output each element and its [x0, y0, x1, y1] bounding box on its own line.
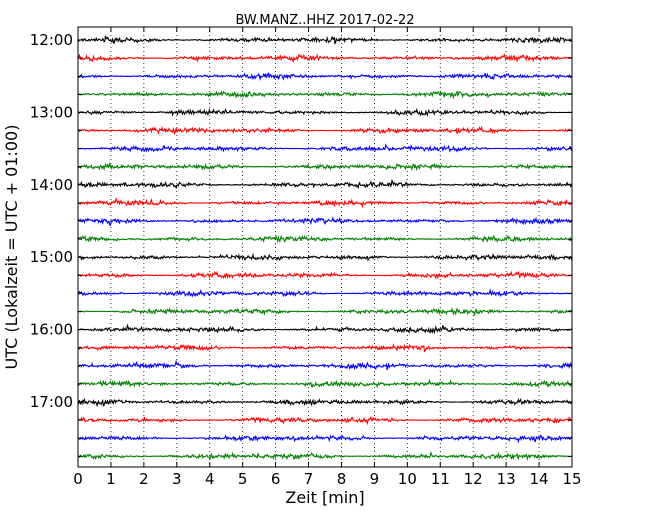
x-tick-label: 1: [106, 470, 116, 488]
x-axis-label: Zeit [min]: [285, 488, 364, 507]
x-tick-label: 8: [337, 470, 347, 488]
trace-1715: [77, 416, 573, 426]
trace-1330: [77, 143, 573, 153]
trace-1630: [77, 359, 573, 371]
seismogram-traces: [77, 35, 573, 461]
trace-1400: [77, 178, 573, 190]
trace-1545: [78, 307, 573, 317]
x-tick-label: 10: [398, 470, 417, 488]
trace-1515: [77, 270, 573, 280]
plot-frame: [77, 26, 573, 468]
y-axis-ticks: 12:00 13:00 14:00 15:00 16:00 17:00: [30, 31, 572, 457]
trace-1215: [77, 53, 572, 63]
grid-lines: [110, 27, 540, 467]
chart-title: BW.MANZ..HHZ 2017-02-22: [235, 13, 414, 28]
y-axis-label: UTC (Lokalzeit = UTC + 01:00): [2, 125, 21, 370]
trace-1430: [77, 216, 573, 226]
x-tick-label: 2: [139, 470, 149, 488]
trace-1600: [77, 323, 573, 335]
trace-1345: [77, 161, 573, 172]
y-tick-label: 13:00: [30, 103, 73, 121]
trace-1300: [77, 107, 573, 117]
trace-1245: [77, 89, 573, 100]
x-tick-label: 3: [172, 470, 182, 488]
x-tick-label: 12: [464, 470, 483, 488]
x-tick-label: 7: [304, 470, 314, 488]
x-tick-label: 14: [530, 470, 549, 488]
y-tick-label: 12:00: [30, 31, 73, 49]
trace-1415: [77, 197, 573, 209]
x-tick-label: 4: [205, 470, 215, 488]
trace-1615: [77, 343, 573, 353]
plot-area: [78, 27, 572, 467]
x-tick-label: 15: [562, 470, 581, 488]
y-tick-label: 14:00: [30, 176, 73, 194]
trace-1315: [77, 125, 573, 136]
trace-1645: [77, 378, 573, 389]
x-axis-ticks: 0 1 2 3 4 5 6 7 8 9 10 11 12 13 14 15: [73, 27, 582, 488]
x-tick-label: 13: [497, 470, 516, 488]
trace-1745: [77, 450, 573, 461]
trace-1445: [77, 234, 573, 244]
y-tick-label: 15:00: [30, 248, 73, 266]
x-tick-label: 5: [238, 470, 248, 488]
x-tick-label: 0: [73, 470, 83, 488]
x-tick-label: 11: [431, 470, 450, 488]
trace-1200: [77, 35, 573, 45]
trace-1700: [77, 397, 573, 408]
y-tick-label: 16:00: [30, 321, 73, 339]
trace-1730: [77, 434, 573, 444]
trace-1530: [77, 288, 573, 298]
y-tick-label: 17:00: [30, 393, 73, 411]
trace-1500: [77, 252, 573, 262]
x-tick-label: 6: [271, 470, 281, 488]
x-tick-label: 9: [370, 470, 380, 488]
trace-1230: [77, 72, 573, 82]
